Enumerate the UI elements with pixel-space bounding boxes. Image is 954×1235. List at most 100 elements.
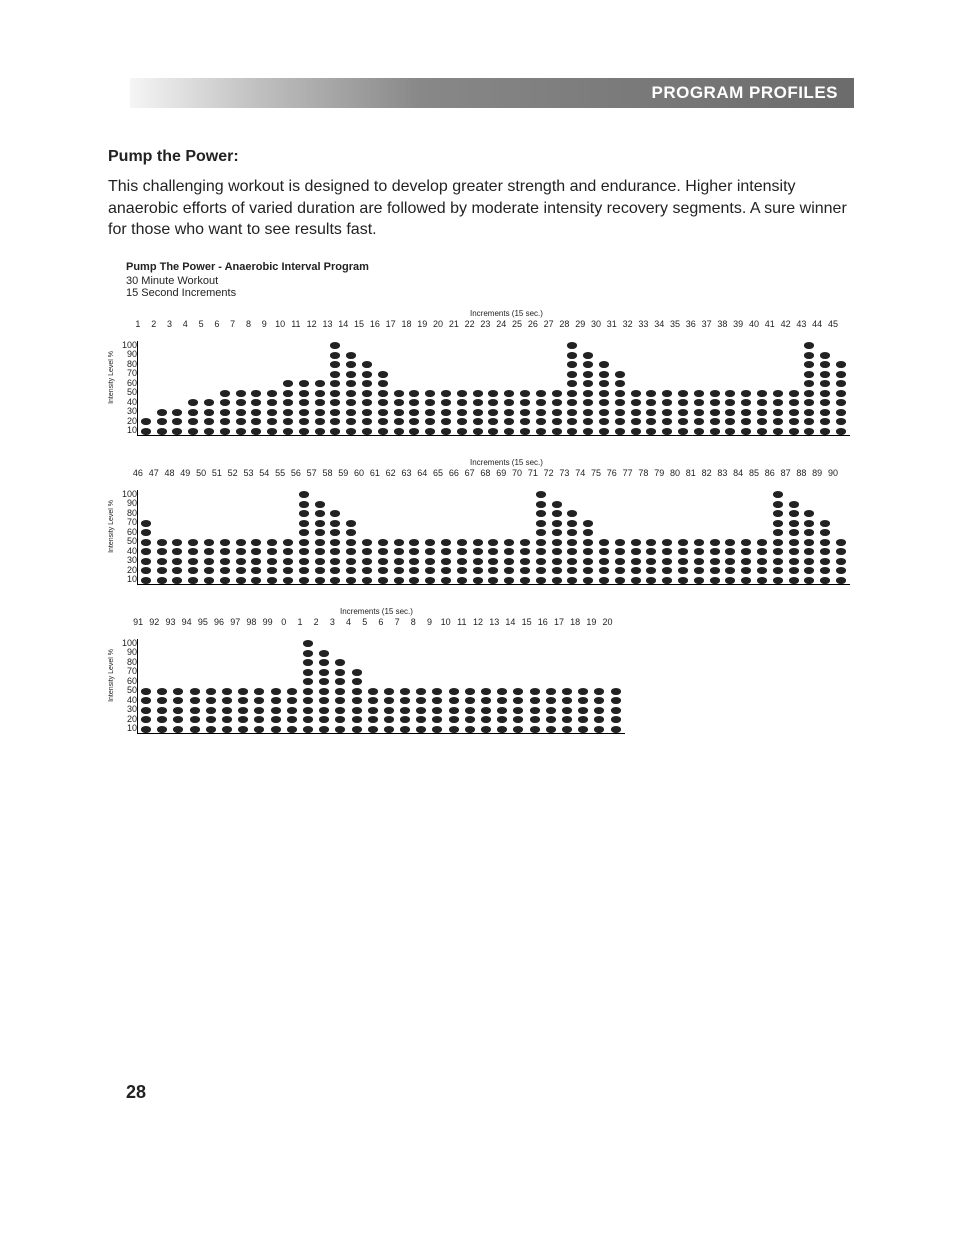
intensity-dot: [552, 567, 562, 574]
intensity-dot: [504, 418, 514, 425]
dot-column: [413, 639, 429, 734]
column-label: 18: [399, 319, 415, 330]
intensity-dot: [251, 418, 261, 425]
intensity-dot: [378, 577, 388, 584]
intensity-dot: [330, 577, 340, 584]
intensity-dot: [368, 697, 378, 704]
intensity-dot: [432, 697, 442, 704]
intensity-dot: [330, 510, 340, 517]
intensity-dot: [267, 567, 277, 574]
intensity-dot: [520, 567, 530, 574]
intensity-dot: [662, 558, 672, 565]
intensity-dot: [662, 539, 672, 546]
intensity-dot: [457, 558, 467, 565]
column-label: 4: [340, 617, 356, 628]
column-label: 13: [320, 319, 336, 330]
intensity-dot: [646, 399, 656, 406]
intensity-dot: [362, 428, 372, 435]
column-label: 44: [809, 319, 825, 330]
column-label: 41: [762, 319, 778, 330]
intensity-dot: [141, 567, 151, 574]
intensity-dot: [473, 428, 483, 435]
intensity-dot: [804, 520, 814, 527]
intensity-dot: [409, 409, 419, 416]
intensity-dot: [394, 548, 404, 555]
intensity-dot: [725, 428, 735, 435]
intensity-dot: [836, 399, 846, 406]
dot-column: [138, 341, 154, 436]
intensity-dot: [330, 548, 340, 555]
dot-column: [801, 341, 817, 436]
intensity-dot: [773, 501, 783, 508]
intensity-dot: [267, 390, 277, 397]
dot-column: [359, 341, 375, 436]
intensity-dot: [820, 567, 830, 574]
dot-column: [527, 639, 543, 734]
intensity-dot: [520, 539, 530, 546]
intensity-dot: [552, 539, 562, 546]
intensity-dot: [583, 548, 593, 555]
intensity-dot: [567, 539, 577, 546]
intensity-dot: [384, 697, 394, 704]
intensity-dot: [631, 558, 641, 565]
intensity-dot: [694, 399, 704, 406]
dot-column: [343, 341, 359, 436]
intensity-dot: [173, 697, 183, 704]
dot-column: [675, 490, 691, 585]
intensity-dot: [583, 352, 593, 359]
intensity-dot: [497, 697, 507, 704]
intensity-dot: [804, 342, 814, 349]
intensity-dot: [206, 688, 216, 695]
intensity-dot: [204, 539, 214, 546]
intensity-dot: [583, 539, 593, 546]
intensity-dot: [804, 529, 814, 536]
intensity-dot: [583, 390, 593, 397]
intensity-dot: [319, 678, 329, 685]
column-label: 6: [209, 319, 225, 330]
intensity-dot: [567, 418, 577, 425]
intensity-dot: [346, 390, 356, 397]
intensity-dot: [594, 707, 604, 714]
intensity-dot: [378, 539, 388, 546]
intensity-dot: [552, 558, 562, 565]
column-label: 13: [486, 617, 502, 628]
intensity-dot: [238, 716, 248, 723]
intensity-dot: [335, 697, 345, 704]
dot-column: [296, 341, 312, 436]
y-tick: 10: [117, 426, 137, 436]
column-label: 94: [179, 617, 195, 628]
dot-column: [486, 490, 502, 585]
intensity-dot: [378, 409, 388, 416]
dot-column: [348, 639, 364, 734]
dot-column: [612, 490, 628, 585]
chart-panel: Increments (15 sec.)46474849505152535455…: [108, 458, 854, 585]
intensity-dot: [172, 548, 182, 555]
intensity-dot: [725, 548, 735, 555]
intensity-dot: [646, 548, 656, 555]
dot-column: [332, 639, 348, 734]
intensity-dot: [172, 577, 182, 584]
intensity-dot: [416, 707, 426, 714]
dot-column: [365, 639, 381, 734]
intensity-dot: [820, 529, 830, 536]
dot-column: [201, 341, 217, 436]
dot-column: [596, 490, 612, 585]
intensity-dot: [173, 726, 183, 733]
dot-column: [235, 639, 251, 734]
intensity-dot: [457, 548, 467, 555]
intensity-dot: [330, 558, 340, 565]
intensity-dot: [335, 659, 345, 666]
dot-column: [628, 341, 644, 436]
dot-column: [738, 341, 754, 436]
intensity-dot: [409, 418, 419, 425]
dot-column: [754, 490, 770, 585]
intensity-dot: [599, 371, 609, 378]
intensity-dot: [362, 558, 372, 565]
intensity-dot: [773, 491, 783, 498]
intensity-dot: [820, 428, 830, 435]
intensity-dot: [536, 548, 546, 555]
intensity-dot: [694, 567, 704, 574]
intensity-dot: [599, 380, 609, 387]
chart-wrap: Intensity Level %100908070605040302010: [108, 479, 854, 585]
intensity-dot: [362, 548, 372, 555]
